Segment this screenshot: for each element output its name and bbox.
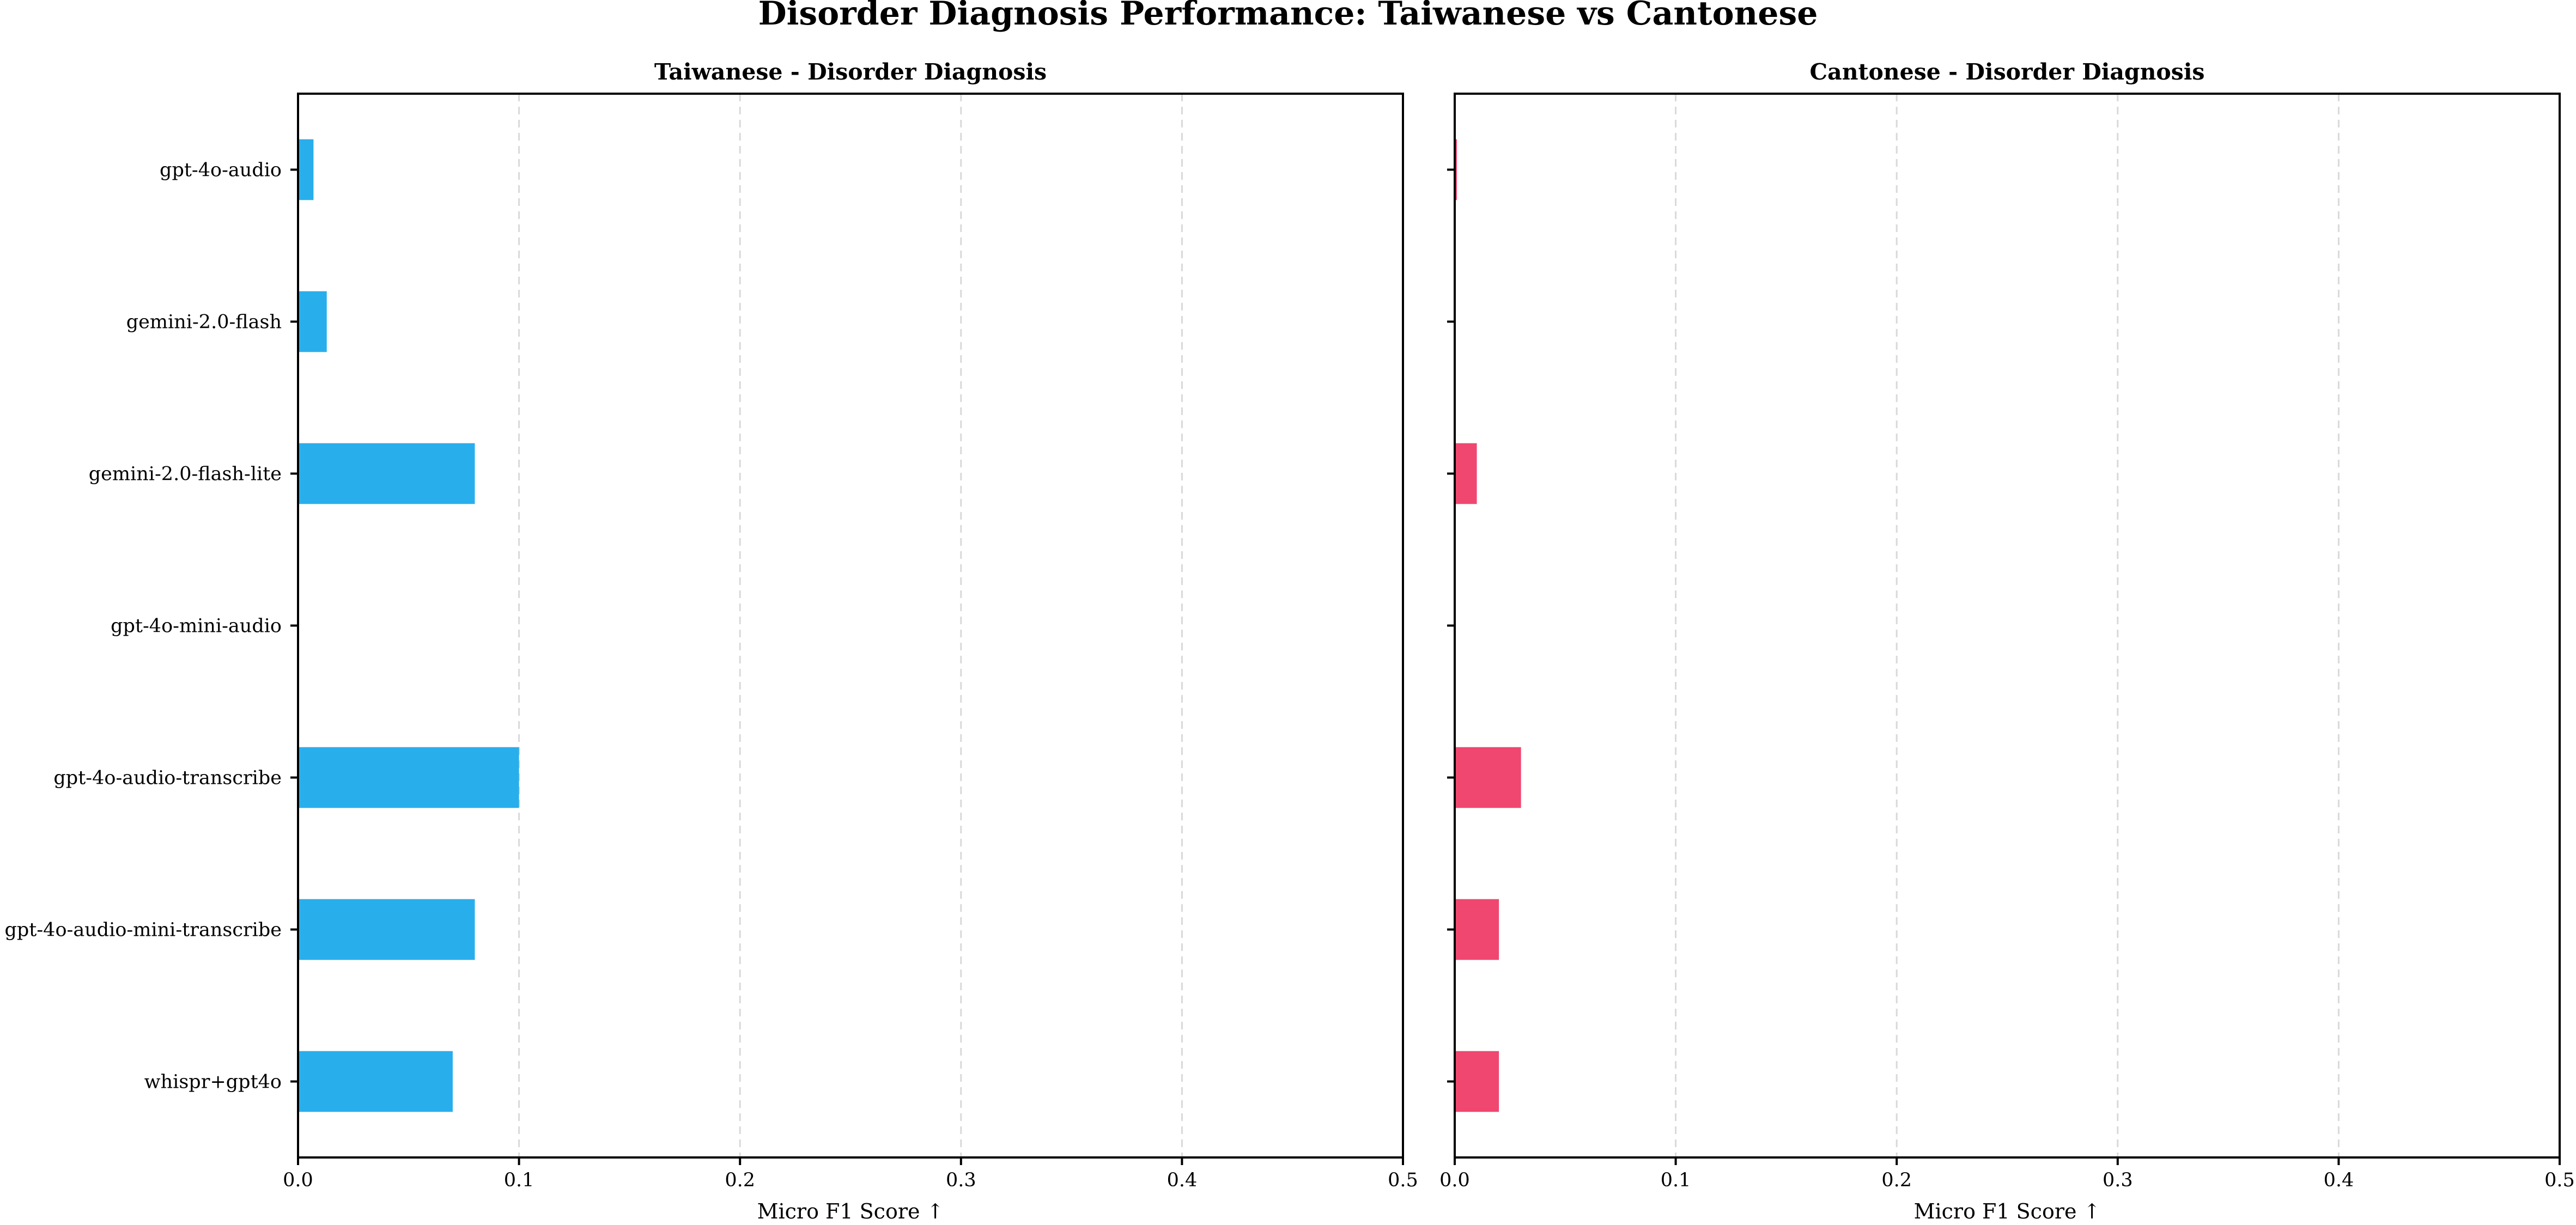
x-tick-label: 0.1 — [504, 1169, 534, 1191]
bar-whispr-gpt4o — [1455, 1051, 1499, 1112]
bar-gemini-2-0-flash-lite — [298, 443, 475, 504]
chart-title: Cantonese - Disorder Diagnosis — [1810, 59, 2205, 85]
x-tick-label: 0.5 — [2544, 1169, 2575, 1191]
x-tick-label: 0.3 — [2103, 1169, 2133, 1191]
y-tick-label: gpt-4o-audio-mini-transcribe — [4, 919, 282, 941]
x-tick-label: 0.0 — [283, 1169, 313, 1191]
y-tick-label: whispr+gpt4o — [144, 1071, 282, 1093]
x-tick-label: 0.4 — [2324, 1169, 2354, 1191]
bar-whispr-gpt4o — [298, 1051, 453, 1112]
bar-gpt-4o-audio-transcribe — [298, 747, 519, 808]
bar-gpt-4o-audio-mini-transcribe — [298, 899, 475, 960]
y-tick-label: gpt-4o-mini-audio — [111, 615, 282, 637]
y-tick-label: gemini-2.0-flash — [126, 312, 282, 333]
cantonese-chart: Cantonese - Disorder Diagnosis Micro F1 … — [1439, 59, 2575, 1223]
x-tick-label: 0.3 — [946, 1169, 976, 1191]
x-tick-label: 0.5 — [1388, 1169, 1418, 1191]
x-tick-label: 0.2 — [725, 1169, 755, 1191]
y-tick-label: gpt-4o-audio-transcribe — [53, 767, 282, 789]
bar-gemini-2-0-flash-lite — [1455, 443, 1477, 504]
y-tick-label: gpt-4o-audio — [160, 160, 282, 181]
x-axis-label: Micro F1 Score ↑ — [1914, 1199, 2101, 1223]
bar-gpt-4o-audio-transcribe — [1455, 747, 1521, 808]
bar-gpt-4o-audio-mini-transcribe — [1455, 899, 1499, 960]
x-tick-label: 0.2 — [1881, 1169, 1912, 1191]
x-axis-label: Micro F1 Score ↑ — [757, 1199, 944, 1223]
chart-title: Taiwanese - Disorder Diagnosis — [654, 59, 1047, 85]
bar-gemini-2-0-flash — [298, 291, 327, 352]
figure-title: Disorder Diagnosis Performance: Taiwanes… — [758, 0, 1818, 33]
taiwanese-chart: Taiwanese - Disorder Diagnosis Micro F1 … — [4, 59, 1418, 1223]
x-tick-label: 0.1 — [1661, 1169, 1691, 1191]
x-tick-label: 0.0 — [1439, 1169, 1470, 1191]
bar-gpt-4o-audio — [298, 139, 314, 200]
y-tick-label: gemini-2.0-flash-lite — [89, 464, 282, 485]
x-tick-label: 0.4 — [1167, 1169, 1198, 1191]
bar-gpt-4o-audio — [1455, 139, 1457, 200]
